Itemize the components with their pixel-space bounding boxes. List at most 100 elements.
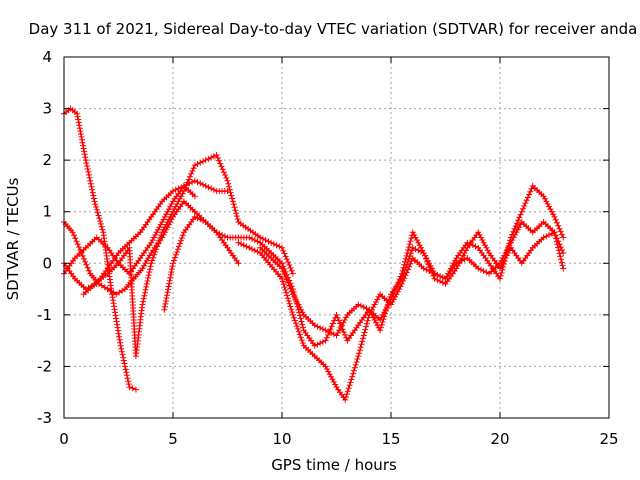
data-point-marker [326,329,333,335]
series-layer [61,105,567,403]
data-point-marker [202,157,209,164]
data-point-marker [418,244,424,251]
data-point-marker [311,342,318,349]
data-point-marker [125,381,132,388]
data-point-marker [170,260,176,267]
data-point-marker [389,293,396,300]
data-point-marker [332,381,339,388]
data-point-marker [426,264,433,271]
data-point-marker [172,254,178,261]
data-point-marker [143,280,150,287]
data-point-marker [154,243,161,250]
data-point-marker [344,391,350,398]
data-point-marker [511,225,518,232]
data-point-marker [284,295,291,302]
data-point-marker [123,372,130,379]
data-point-marker [280,247,287,254]
y-tick-label: -2 [37,357,52,375]
data-point-marker [229,195,236,202]
data-point-marker [191,177,198,184]
data-point-marker [328,373,334,380]
x-tick-label: 0 [59,430,69,448]
data-point-marker [246,234,253,241]
data-point-marker [560,234,567,241]
data-point-marker [520,205,526,212]
data-point-marker [518,208,525,215]
data-point-marker [461,250,468,256]
data-point-marker [497,275,503,282]
data-point-marker [75,244,82,251]
data-point-marker [84,264,91,271]
data-point-marker [540,193,547,200]
data-point-marker [460,252,467,259]
data-point-marker [521,203,528,209]
data-point-marker [175,185,182,192]
data-point-marker [235,239,242,246]
data-point-marker [373,299,379,305]
data-point-marker [282,286,289,293]
data-point-marker [350,367,357,374]
data-point-marker [314,323,321,330]
data-point-marker [330,378,337,385]
data-point-marker [512,231,518,238]
data-point-marker [556,225,563,232]
data-point-marker [382,306,389,313]
data-point-marker [412,234,419,241]
data-point-marker [319,338,326,345]
data-point-marker [200,158,206,165]
data-point-marker [170,188,176,195]
data-point-marker [145,275,152,281]
data-point-marker [164,219,171,225]
data-point-marker [300,324,306,331]
data-point-marker [383,304,390,311]
data-point-marker [139,301,146,308]
data-point-marker [194,179,201,186]
data-point-marker [430,272,437,279]
data-point-marker [371,317,378,323]
series-track-h [279,229,567,349]
data-point-marker [141,292,148,299]
data-point-marker [403,252,410,259]
data-point-marker [325,368,332,375]
data-point-marker [240,242,247,249]
data-point-marker [428,267,434,274]
data-point-marker [314,341,321,348]
data-point-marker [377,324,384,331]
data-point-marker [89,189,96,196]
data-point-marker [197,180,204,187]
data-point-marker [219,231,226,238]
data-point-marker [284,292,290,299]
data-point-marker [498,262,505,269]
data-point-marker [557,228,564,235]
data-point-marker [293,323,300,330]
data-point-marker [116,333,123,340]
data-point-marker [213,229,220,236]
data-point-marker [150,234,157,241]
data-point-marker [147,266,153,273]
data-point-marker [334,329,341,336]
data-point-marker [179,232,186,239]
data-point-marker [356,347,363,354]
data-point-marker [279,275,285,282]
data-point-marker [145,272,152,279]
data-point-marker [289,309,296,316]
data-point-marker [174,201,181,207]
data-point-marker [160,216,167,223]
data-point-marker [555,238,562,245]
data-point-marker [349,373,356,380]
data-point-marker [407,238,414,245]
data-point-marker [77,128,84,135]
data-point-marker [152,249,159,255]
data-point-marker [99,226,106,233]
y-tick-label: 3 [42,100,52,118]
data-point-marker [356,350,363,357]
data-point-marker [228,192,235,199]
data-point-marker [218,163,225,170]
data-point-marker [200,181,206,188]
data-point-marker [290,289,297,295]
data-point-marker [235,260,242,267]
data-point-marker [84,163,90,169]
data-point-marker [295,306,302,313]
data-point-marker [346,382,353,389]
